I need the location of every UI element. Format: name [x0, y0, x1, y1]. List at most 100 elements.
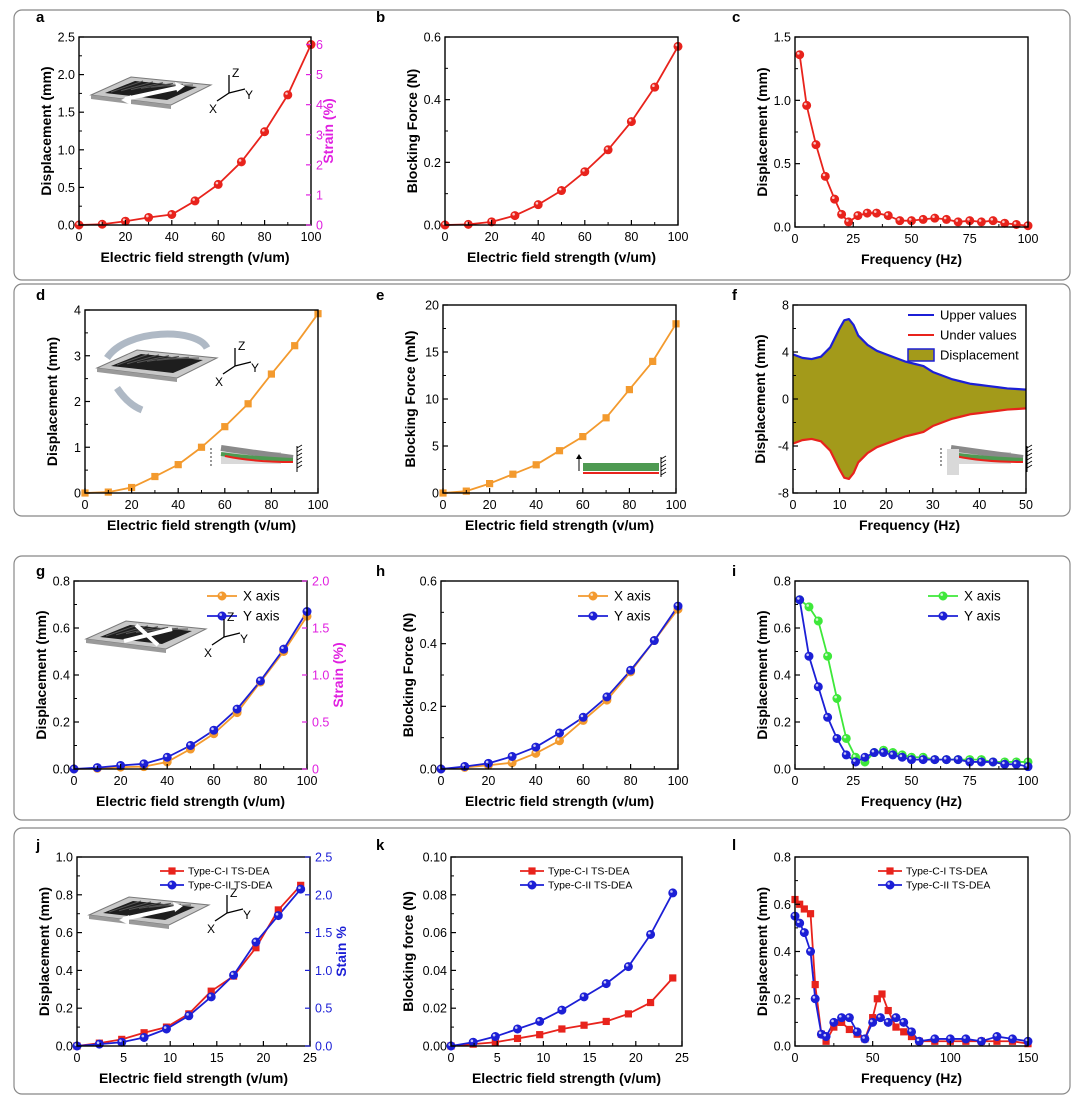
y-tick-label: 4: [782, 346, 789, 360]
series-0-point-9: [274, 906, 282, 914]
point-highlight: [815, 684, 819, 687]
series-0-point-7: [853, 211, 863, 221]
point-highlight: [862, 1036, 865, 1039]
series-0-point-7: [236, 157, 246, 167]
point-highlight: [603, 980, 607, 984]
series-0-point-4: [536, 1031, 544, 1039]
legend-label: Type-C-I TS-DEA: [548, 866, 630, 878]
x-tick-label: 0: [792, 774, 799, 788]
y-axis-letter: Y: [240, 632, 248, 646]
series-0-point-4: [832, 693, 842, 703]
point-highlight: [230, 972, 234, 976]
point-highlight: [529, 882, 532, 885]
x-tick-label: 40: [171, 498, 185, 512]
point-highlight: [169, 882, 172, 885]
point-highlight: [854, 1029, 858, 1032]
series-0-point-8: [862, 208, 872, 218]
x-tick-label: 25: [303, 1051, 317, 1065]
electrode-stripe: [128, 902, 162, 911]
series-1-point-4: [161, 1024, 171, 1034]
series-0-point-5: [837, 209, 847, 219]
series-0-point-5: [197, 443, 206, 451]
series-0-point-7: [602, 1017, 610, 1026]
point-highlight: [590, 613, 593, 616]
point-highlight: [806, 604, 809, 607]
point-highlight: [262, 129, 265, 132]
y-tick-label: 0.04: [423, 964, 447, 978]
y-tick-label: 0.0: [53, 763, 70, 777]
series-0-point-5: [556, 186, 566, 196]
beam-red: [954, 455, 1024, 463]
y-tick-label: 0.4: [53, 669, 70, 683]
y-tick-label: 0: [782, 393, 789, 407]
chart-i: i 0 25 50 75 100 0.0 0.2 0.4 0.6 0.8 Frequency (Hz)…: [732, 563, 1038, 809]
point-highlight: [485, 760, 489, 764]
point-highlight: [582, 169, 585, 172]
series-1-point-8: [869, 748, 879, 758]
point-highlight: [215, 181, 219, 185]
series-0-point-2: [491, 1038, 499, 1046]
point-highlight: [581, 994, 585, 997]
point-highlight: [96, 1041, 100, 1045]
series-0-point-10: [669, 974, 677, 982]
point-highlight: [908, 1029, 912, 1032]
y-tick-label: 0.2: [56, 1002, 73, 1016]
series-0-point-7: [602, 414, 610, 422]
x-tick-label: 15: [210, 1051, 224, 1065]
y-axis-label: Displacement (mm): [754, 610, 770, 739]
series-0-point-3: [140, 1029, 148, 1037]
y-tick-label: 0.0: [56, 1040, 73, 1054]
y-tick-label: 0.0: [774, 763, 791, 777]
vib-shadow: [947, 449, 959, 475]
x-tick-label: 100: [1018, 774, 1039, 788]
point-highlight: [920, 216, 924, 220]
series-1-point-24: [1007, 1034, 1017, 1044]
series-legend-point-1: [527, 880, 537, 890]
x-tick-label: 40: [529, 498, 543, 512]
series-0-point-5: [558, 1025, 566, 1033]
x-tick-label: 0: [82, 498, 89, 512]
series-1-point-6: [821, 1032, 831, 1042]
electrode-stripe: [146, 355, 180, 362]
right-tick-label: 2: [316, 158, 323, 172]
point-highlight: [932, 1036, 935, 1039]
legend-swatch: [907, 348, 935, 362]
series-0-point-4: [830, 194, 840, 204]
x-axis-line: [211, 636, 225, 646]
y-tick-label: 1: [74, 441, 81, 455]
series-0-point-2: [800, 905, 808, 913]
legend-label: Y axis: [614, 609, 651, 624]
legend-label: X axis: [243, 589, 280, 604]
point-highlight: [187, 742, 191, 746]
y-axis-label: Displacement (mm): [38, 66, 54, 195]
series-1-point-10: [852, 1027, 862, 1037]
beam-upper: [220, 445, 294, 461]
point-highlight: [208, 994, 212, 997]
legend-label: Y axis: [964, 609, 1001, 624]
series-0-point-2: [813, 616, 823, 626]
x-tick-label: 100: [666, 498, 687, 512]
point-highlight: [1013, 221, 1017, 225]
panel-label: k: [376, 837, 385, 854]
series-1-point-5: [554, 728, 564, 738]
series-0-point-5: [554, 736, 564, 746]
point-highlight: [955, 756, 959, 760]
y-tick-label: 0.4: [774, 945, 791, 959]
panel-label: d: [36, 287, 45, 304]
legend-label: X axis: [964, 589, 1001, 604]
point-highlight: [219, 613, 222, 616]
x-tick-label: 0: [440, 498, 447, 512]
point-highlight: [257, 678, 261, 681]
point-highlight: [647, 931, 651, 935]
series-1-point-1: [804, 651, 814, 661]
series-0-point-4: [174, 461, 182, 469]
electrode-stripe: [126, 354, 160, 365]
y-tick-label: 0.2: [420, 700, 437, 714]
series-legend-point-1: [938, 611, 948, 621]
y-axis-label: Blocking Force (mN): [402, 331, 418, 468]
x-tick-label: 100: [940, 1051, 961, 1065]
chart-f: f 0 10 20 30 40 50 -8 -4 0 4 8 Frequency (Hz) Displac…: [732, 287, 1033, 533]
y-tick-label: 0.0: [424, 219, 441, 233]
point-highlight: [211, 727, 214, 731]
point-highlight: [119, 1039, 122, 1043]
